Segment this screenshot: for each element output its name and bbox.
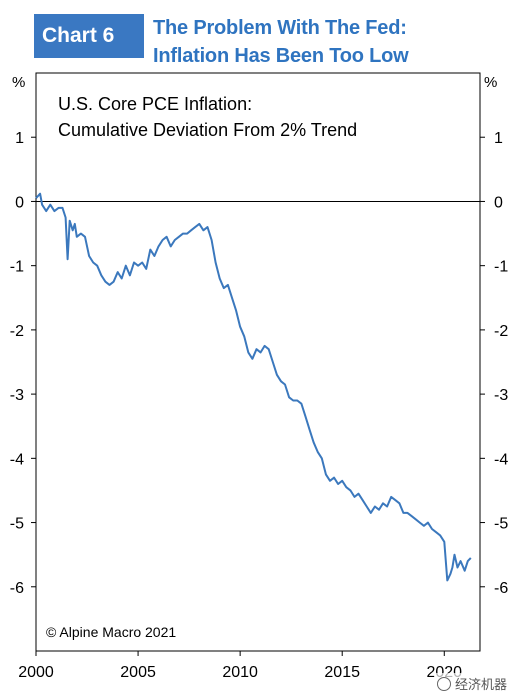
y-tick-label-left: -1	[10, 259, 24, 276]
y-tick-label-right: -2	[494, 323, 508, 340]
y-tick-label-left: 0	[15, 194, 24, 211]
y-tick-label-right: -6	[494, 580, 508, 597]
chart-subtitle: Cumulative Deviation From 2% Trend	[58, 120, 357, 140]
y-tick-label-left: -4	[10, 451, 24, 468]
x-tick-label: 2000	[18, 664, 54, 681]
y-tick-label-left: -3	[10, 387, 24, 404]
y-tick-label-right: 0	[494, 194, 503, 211]
source-note: © Alpine Macro 2021	[46, 624, 176, 640]
y-tick-label-right: -4	[494, 451, 508, 468]
x-tick-label: 2005	[120, 664, 156, 681]
chart-heading-line1: The Problem With The Fed:	[153, 17, 407, 39]
y-tick-label-left: -2	[10, 323, 24, 340]
right-unit-label: %	[484, 74, 497, 91]
y-tick-label-left: 1	[15, 130, 24, 147]
chart-heading-line2: Inflation Has Been Too Low	[153, 45, 409, 67]
chart-number-label: Chart 6	[42, 24, 115, 47]
watermark: 经济机器	[433, 673, 510, 694]
x-tick-label: 2015	[324, 664, 360, 681]
axis-ticks: 1 1 0 0 -1 -1 -2 -2 -3 -3 -4 -4 -5 -5 -6 -6 2000 2005 2010…	[10, 130, 509, 681]
y-tick-label-left: -6	[10, 580, 24, 597]
left-unit-label: %	[12, 74, 25, 91]
wechat-icon	[436, 676, 451, 691]
chart-title: U.S. Core PCE Inflation:	[58, 94, 252, 114]
watermark-label: 经济机器	[454, 677, 507, 692]
chart-heading: The Problem With The Fed: Inflation Has …	[153, 14, 409, 70]
plot-frame	[35, 72, 481, 652]
y-tick-label-right: 1	[494, 130, 503, 147]
y-tick-label-right: -5	[494, 516, 508, 533]
core-pce-deviation-line	[35, 192, 472, 582]
x-tick-label: 2010	[222, 664, 258, 681]
y-tick-label-right: -1	[494, 259, 508, 276]
y-tick-label-left: -5	[10, 516, 24, 533]
chart-number-badge: Chart 6	[34, 14, 144, 58]
y-tick-label-right: -3	[494, 387, 508, 404]
